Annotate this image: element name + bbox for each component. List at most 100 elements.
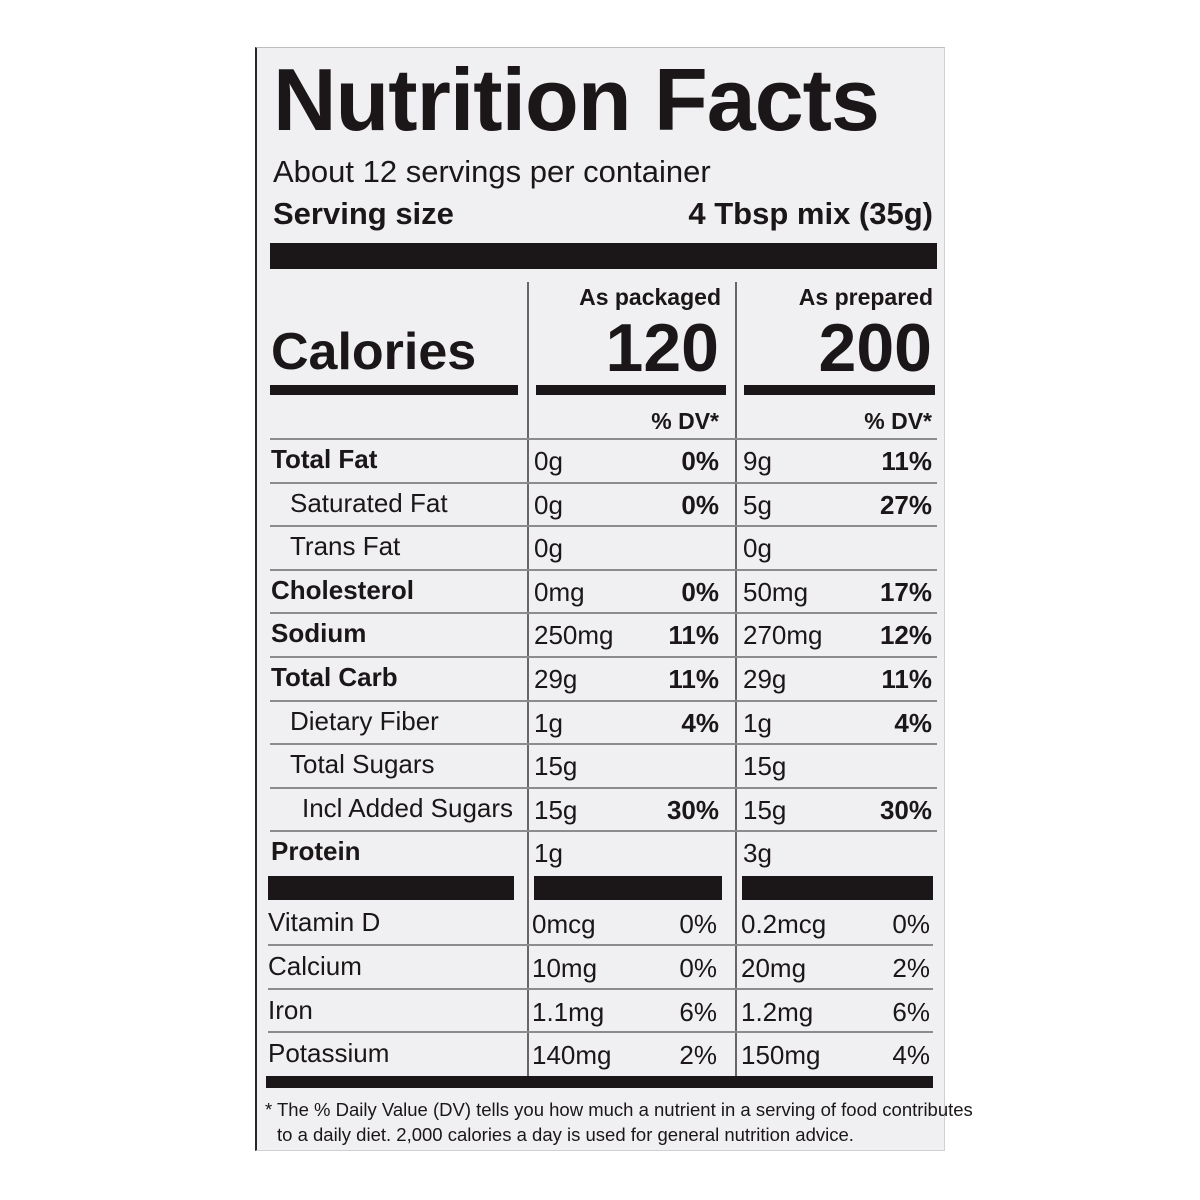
prepared-heading: As prepared [798, 284, 933, 310]
packaged-amount: 0g [534, 533, 563, 564]
column-divider-right [735, 282, 737, 1076]
row-divider [270, 612, 937, 615]
prepared-amount: 29g [743, 664, 787, 694]
prepared-dv: 17% [879, 576, 932, 607]
row-divider [270, 481, 937, 484]
thick-divider-bottom [266, 1076, 933, 1088]
calories-bar-packaged [536, 385, 726, 395]
nutrient-name: Sodium [271, 618, 367, 649]
vitamin-row-divider [268, 1031, 933, 1034]
packaged-dv: 0% [679, 909, 717, 939]
prepared-dv: 4% [892, 1040, 930, 1071]
prepared-calories: 200 [818, 310, 932, 386]
prepared-amount: 5g [743, 489, 772, 520]
nutrient-name: Saturated Fat [290, 487, 448, 518]
thick-divider-top [270, 243, 937, 269]
packaged-amount: 1g [534, 707, 563, 738]
packaged-dv: 11% [668, 620, 719, 651]
serving-size-label: Serving size [273, 196, 454, 231]
packaged-amount: 140mg [532, 1040, 612, 1071]
prepared-amount: 1g [743, 707, 772, 738]
vitamin-name: Vitamin D [268, 907, 381, 937]
packaged-amount: 0mcg [532, 909, 596, 939]
vitamin-name: Iron [268, 994, 313, 1025]
packaged-amount: 250mg [534, 620, 614, 651]
serving-size-value: 4 Tbsp mix (35g) [688, 196, 933, 231]
nutrient-name: Cholesterol [271, 574, 415, 605]
packaged-dv: 2% [679, 1040, 717, 1071]
packaged-dv: 6% [679, 996, 717, 1027]
packaged-dv: 30% [666, 794, 719, 825]
nutrition-facts-label: Nutrition Facts About 12 servings per co… [255, 47, 973, 1151]
thick-divider-vitamins-packaged [534, 876, 722, 900]
packaged-dv: 0% [681, 446, 719, 476]
prepared-dv: 11% [881, 446, 932, 476]
prepared-dv: 0% [892, 909, 930, 939]
packaged-amount: 15g [534, 751, 578, 782]
packaged-dv: 0% [681, 489, 719, 520]
prepared-amount: 1.2mg [741, 996, 814, 1027]
packaged-amount: 0g [534, 489, 563, 520]
nutrient-name: Total Carb [271, 662, 398, 692]
nutrient-name: Protein [271, 836, 361, 867]
row-divider [270, 743, 937, 746]
footnote-line-2: to a daily diet. 2,000 calories a day is… [277, 1124, 854, 1145]
packaged-dv: 0% [681, 576, 719, 607]
packaged-calories: 120 [605, 310, 719, 386]
column-divider-left [527, 282, 529, 1076]
nutrient-name: Total Sugars [290, 749, 435, 780]
packaged-heading: As packaged [579, 284, 721, 310]
nutrient-name: Dietary Fiber [290, 705, 439, 736]
nutrient-name: Trans Fat [290, 531, 401, 562]
vitamin-row-divider [268, 943, 933, 946]
vitamin-name: Calcium [268, 950, 362, 981]
thick-divider-vitamins-prepared [742, 876, 933, 900]
vitamin-row-divider [268, 987, 933, 990]
servings-per-container: About 12 servings per container [273, 154, 711, 189]
prepared-dv: 6% [892, 996, 930, 1027]
prepared-amount: 50mg [743, 576, 809, 607]
packaged-amount: 15g [534, 794, 578, 825]
packaged-dv: 4% [681, 707, 719, 738]
prepared-amount: 3g [743, 838, 772, 869]
prepared-dv-heading: % DV* [864, 408, 932, 434]
prepared-dv: 2% [892, 952, 930, 983]
prepared-dv: 27% [879, 489, 932, 520]
calories-bar-label [270, 385, 518, 395]
vitamin-name: Potassium [268, 1038, 390, 1069]
packaged-dv-heading: % DV* [651, 408, 719, 434]
thick-divider-vitamins-label [268, 876, 514, 900]
packaged-amount: 0g [534, 446, 563, 476]
prepared-dv: 4% [894, 707, 932, 738]
row-divider [270, 699, 937, 702]
row-divider [270, 786, 937, 789]
packaged-dv: 0% [679, 952, 717, 983]
prepared-amount: 9g [743, 446, 772, 476]
prepared-amount: 150mg [741, 1040, 821, 1071]
prepared-dv: 11% [881, 664, 932, 694]
row-divider [270, 656, 937, 658]
packaged-amount: 1.1mg [532, 996, 605, 1027]
prepared-amount: 0g [743, 533, 772, 564]
row-divider [270, 830, 937, 833]
calories-bar-prepared [744, 385, 935, 395]
packaged-amount: 29g [534, 664, 578, 694]
packaged-amount: 0mg [534, 576, 585, 607]
calories-label: Calories [271, 323, 477, 381]
nutrient-name: Incl Added Sugars [302, 792, 514, 823]
nutrient-name: Total Fat [271, 444, 378, 474]
packaged-amount: 10mg [532, 952, 598, 983]
packaged-amount: 1g [534, 838, 563, 869]
prepared-amount: 270mg [743, 620, 823, 651]
row-divider [270, 568, 937, 571]
row-divider [270, 438, 937, 440]
prepared-amount: 20mg [741, 952, 807, 983]
prepared-amount: 15g [743, 751, 787, 782]
label-title: Nutrition Facts [273, 50, 880, 149]
row-divider [270, 525, 937, 528]
prepared-amount: 0.2mcg [741, 909, 827, 939]
prepared-amount: 15g [743, 794, 787, 825]
prepared-dv: 12% [879, 620, 932, 651]
packaged-dv: 11% [668, 664, 719, 694]
prepared-dv: 30% [879, 794, 932, 825]
